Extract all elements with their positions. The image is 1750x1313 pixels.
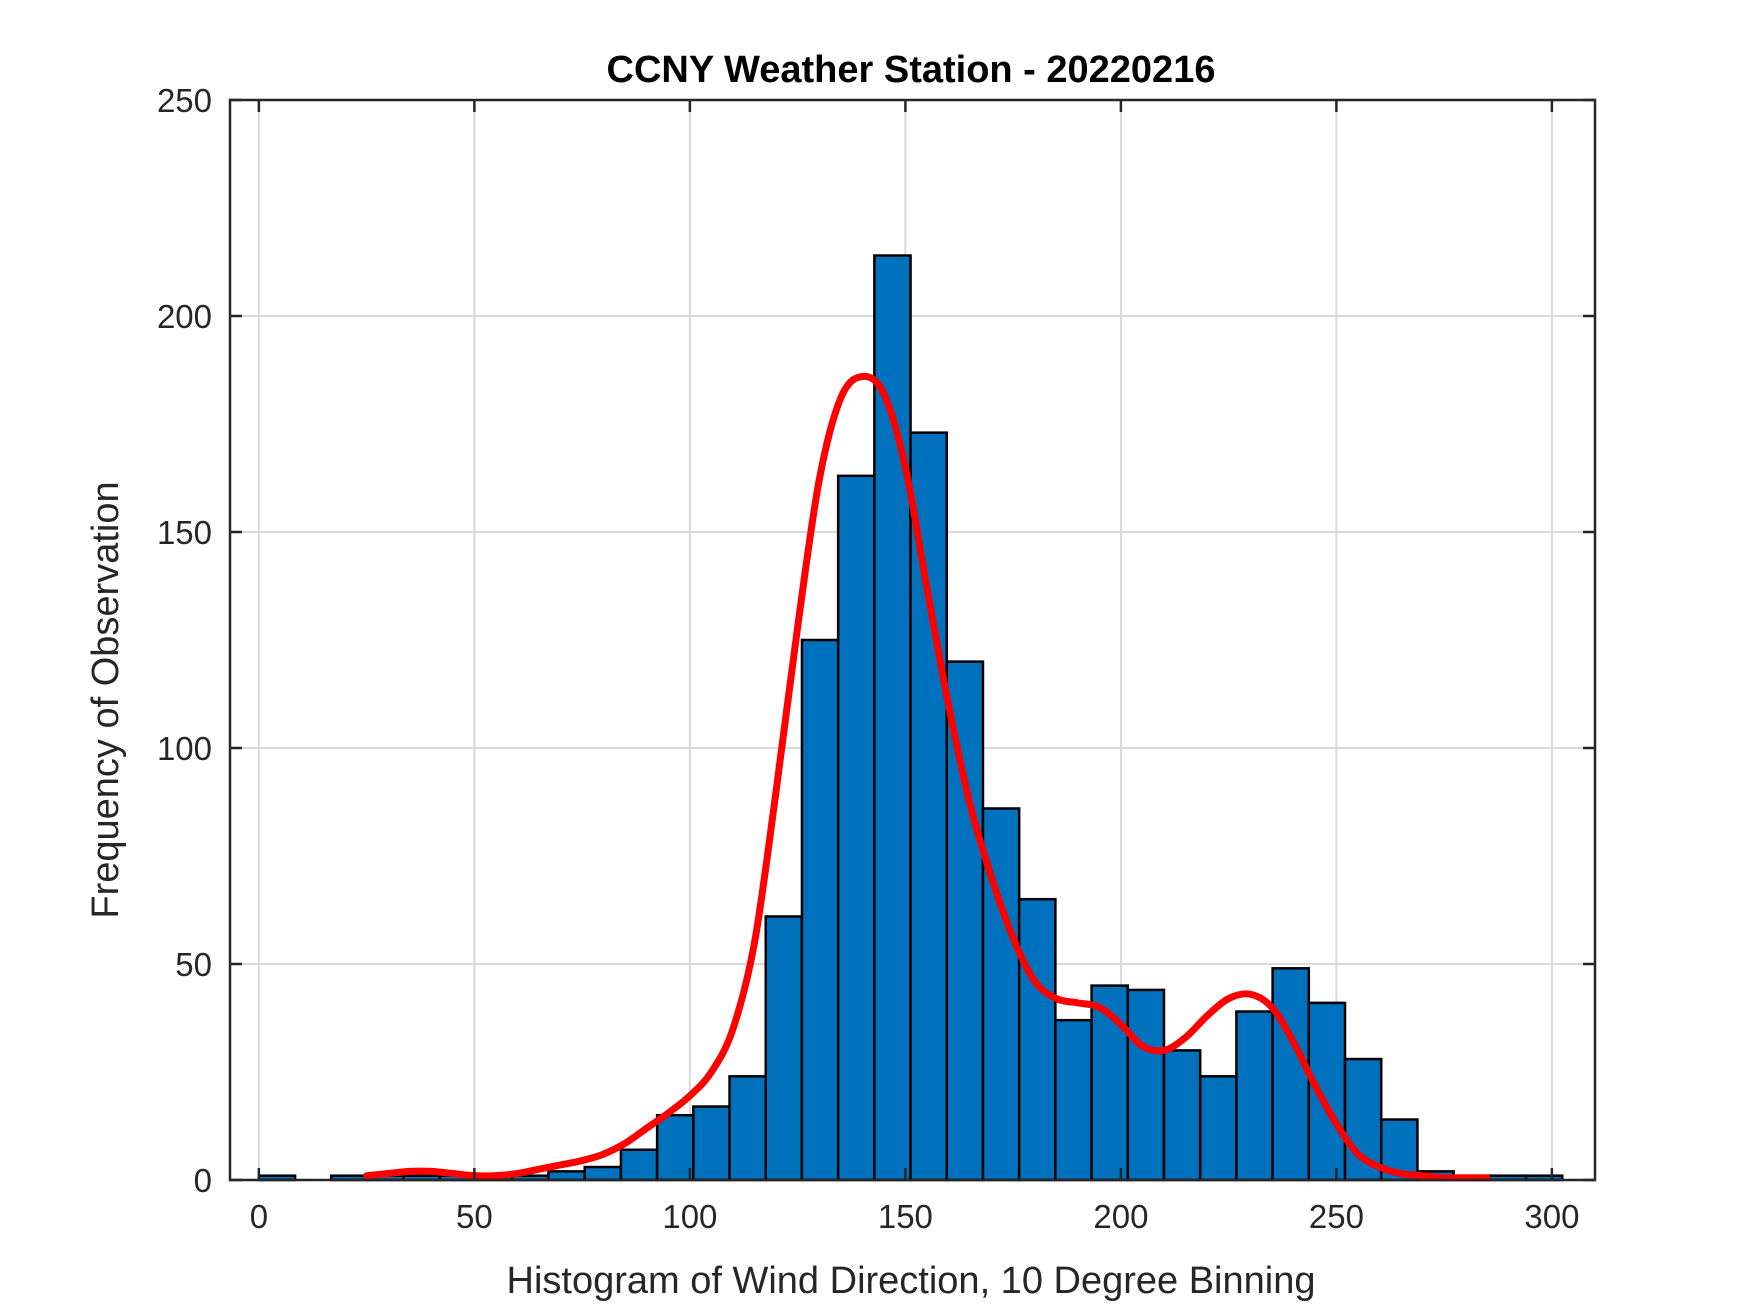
histogram-bar xyxy=(873,254,912,1182)
histogram-bar xyxy=(728,1075,767,1182)
y-tick-label: 150 xyxy=(157,514,212,551)
x-tick-label: 250 xyxy=(1309,1198,1364,1235)
histogram-bar xyxy=(764,915,804,1182)
chart-title: CCNY Weather Station - 20220216 xyxy=(607,49,1216,91)
x-axis-label: Histogram of Wind Direction, 10 Degree B… xyxy=(507,1260,1316,1302)
histogram-bar xyxy=(619,1148,659,1182)
x-tick-label: 150 xyxy=(878,1198,933,1235)
y-tick-label: 50 xyxy=(175,946,212,983)
histogram-bar xyxy=(692,1105,731,1182)
histogram-bar xyxy=(1307,1001,1347,1182)
histogram-bar xyxy=(1054,1018,1093,1182)
histogram-bar xyxy=(800,638,840,1182)
axes xyxy=(228,98,1597,1182)
x-tick-label: 100 xyxy=(662,1198,717,1235)
histogram-bar xyxy=(547,1170,586,1182)
histogram-bar xyxy=(1198,1075,1238,1182)
histogram-bar xyxy=(1017,897,1057,1182)
histogram-bar xyxy=(583,1165,623,1182)
y-axis-label: Frequency of Observation xyxy=(85,481,127,918)
tick-labels: 0 50 100 150 200 250 300 0 50 100 150 200 250 xyxy=(157,82,1579,1235)
x-tick-label: 50 xyxy=(456,1198,493,1235)
histogram-bar xyxy=(836,474,876,1182)
y-tick-label: 0 xyxy=(194,1162,212,1199)
histogram-bar xyxy=(945,660,985,1182)
histogram-bar xyxy=(655,1113,695,1182)
fit-curve xyxy=(363,372,1491,1182)
histogram-bar xyxy=(1271,967,1311,1182)
fit-curve-layer xyxy=(363,372,1491,1182)
histogram-bar xyxy=(1235,1010,1274,1182)
y-tick-label: 200 xyxy=(157,298,212,335)
x-tick-label: 200 xyxy=(1093,1198,1148,1235)
plot-frame xyxy=(228,98,1597,1182)
y-tick-label: 250 xyxy=(157,82,212,119)
x-tick-label: 0 xyxy=(250,1198,268,1235)
histogram-bar xyxy=(1126,988,1166,1182)
x-tick-label: 300 xyxy=(1524,1198,1579,1235)
histogram-bar xyxy=(1162,1049,1202,1182)
y-tick-label: 100 xyxy=(157,730,212,767)
